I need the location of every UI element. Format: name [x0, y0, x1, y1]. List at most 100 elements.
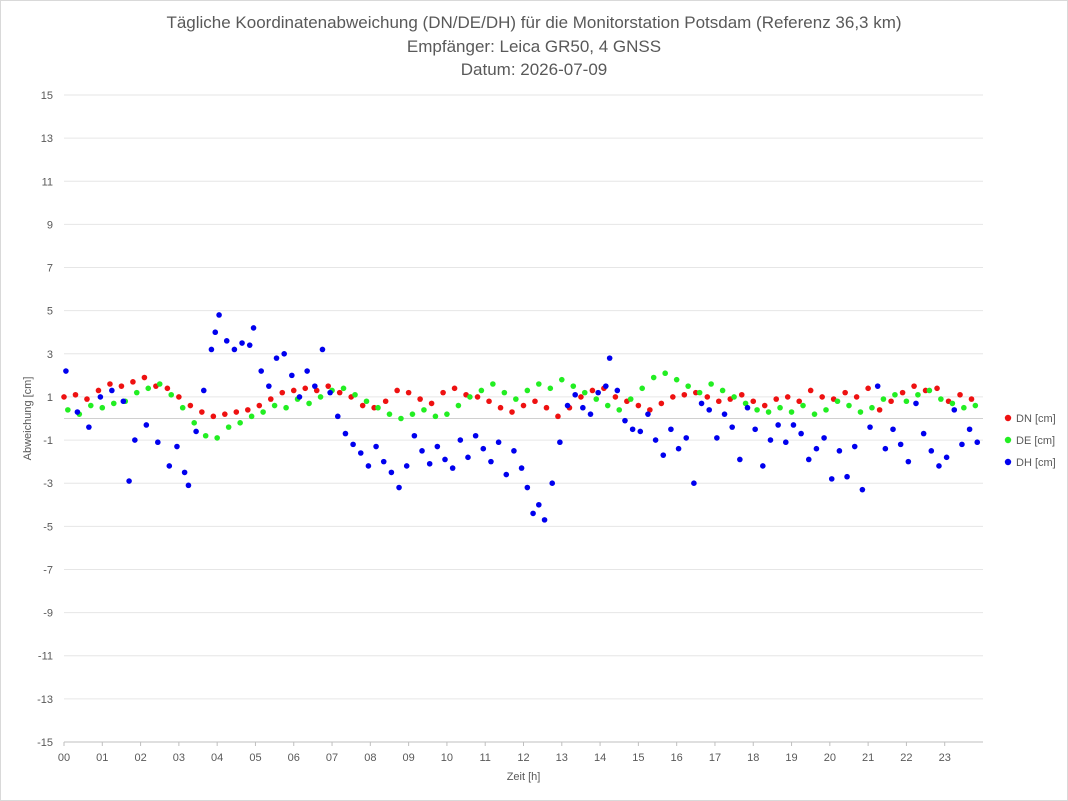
de-point [283, 404, 289, 411]
x-tick-label: 08 [364, 752, 376, 764]
dh-point [668, 426, 674, 433]
dh-point [181, 469, 188, 476]
dh-point [231, 346, 238, 353]
de-point [696, 389, 703, 396]
dh-point [258, 368, 265, 374]
dn-point [176, 394, 182, 400]
dh-point [652, 437, 659, 443]
x-tick-label: 02 [134, 752, 146, 764]
de-point [432, 413, 439, 420]
de-point [524, 387, 531, 394]
de-point [145, 385, 152, 392]
x-tick-label: 12 [517, 752, 529, 764]
dn-point [635, 402, 642, 409]
dn-point [761, 402, 768, 409]
dh-point [480, 445, 487, 452]
dh-point [74, 409, 81, 415]
de-point [156, 381, 163, 387]
dh-point [457, 437, 464, 443]
dn-point [279, 389, 286, 396]
de-point [961, 404, 967, 411]
x-tick-label: 19 [785, 752, 797, 764]
de-point [972, 402, 979, 409]
dh-point [629, 426, 636, 433]
dh-point [714, 435, 720, 441]
de-point [501, 389, 508, 396]
y-tick-label: 11 [42, 176, 53, 188]
de-point [892, 391, 898, 398]
chart-subtitle-date: Datum: 2026-07-09 [460, 60, 608, 79]
dn-point [313, 387, 320, 394]
dh-point [959, 441, 965, 448]
de-point [478, 387, 485, 394]
chart-subtitle-receiver: Empfänger: Leica GR50, 4 GNSS [406, 37, 662, 56]
dn-point [417, 396, 423, 402]
dn-point [555, 413, 561, 420]
dh-point [760, 463, 766, 469]
de-point [202, 432, 209, 439]
de-point [903, 398, 910, 405]
de-point [593, 396, 600, 402]
dh-point [472, 432, 479, 439]
dh-point [223, 338, 230, 344]
x-tick-label: 11 [479, 752, 490, 764]
de-point [650, 374, 657, 381]
dh-point [296, 394, 303, 400]
de-point [604, 402, 611, 409]
dn-point [187, 402, 194, 409]
dh-point [890, 426, 896, 433]
dn-point [245, 407, 251, 413]
dh-point [587, 411, 594, 417]
dn-point [784, 394, 791, 400]
dn-point [233, 409, 240, 415]
dh-point [622, 417, 628, 424]
de-point [788, 409, 795, 415]
dh-point [557, 439, 563, 446]
dn-point [520, 402, 527, 409]
de-point [455, 402, 462, 409]
legend-label-dn: DN [cm] [1016, 413, 1056, 425]
dn-point [876, 407, 883, 413]
dh-point [737, 456, 743, 463]
dn-point [302, 385, 309, 392]
x-tick-label: 22 [900, 752, 912, 764]
x-tick-label: 06 [288, 752, 300, 764]
dh-point [503, 471, 510, 478]
dn-point [796, 398, 802, 405]
de-point [869, 404, 875, 411]
de-point [547, 385, 554, 392]
dh-point [549, 480, 556, 487]
dh-point [614, 387, 621, 394]
x-tick-label: 10 [441, 752, 453, 764]
dn-point [578, 394, 584, 400]
dh-point [246, 342, 253, 348]
de-point [673, 376, 680, 383]
dh-point [821, 435, 827, 441]
legend-marker-dn [1004, 414, 1012, 422]
de-point [386, 411, 393, 417]
x-tick-label: 20 [824, 752, 836, 764]
dh-point [828, 476, 835, 482]
dh-point [675, 445, 682, 452]
dn-point [888, 398, 894, 405]
dh-point [63, 368, 69, 374]
de-point [409, 411, 416, 417]
dh-point [874, 383, 881, 389]
de-point [800, 402, 806, 409]
dh-point [813, 445, 820, 452]
dn-point [256, 402, 263, 409]
y-tick-label: -3 [43, 478, 53, 490]
de-point [662, 370, 668, 377]
de-point [168, 391, 175, 398]
de-point [467, 394, 473, 400]
dh-point [836, 448, 843, 454]
dn-point [164, 385, 171, 392]
dh-point [411, 432, 418, 439]
dh-point [239, 340, 245, 346]
dn-point [704, 394, 711, 400]
y-tick-label: -13 [37, 694, 53, 706]
de-point [823, 407, 829, 413]
dh-point [541, 517, 548, 523]
dn-point [693, 389, 699, 396]
